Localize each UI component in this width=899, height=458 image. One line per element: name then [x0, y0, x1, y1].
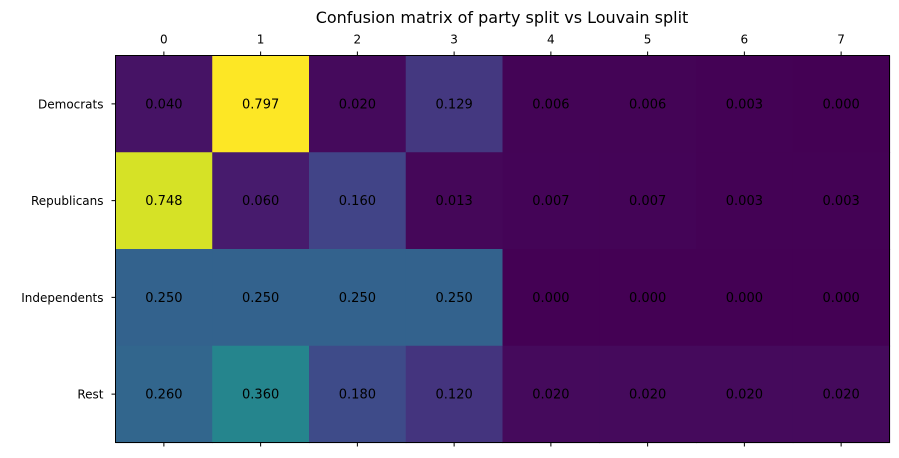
heatmap-cell — [212, 249, 310, 347]
cell-value-label: 0.007 — [532, 194, 569, 209]
x-tick-label: 3 — [450, 33, 458, 47]
heatmap-cell — [115, 345, 213, 444]
heatmap-cell — [599, 55, 697, 153]
cell-value-label: 0.013 — [436, 194, 473, 209]
cell-value-label: 0.160 — [339, 194, 376, 209]
heatmap-cell — [212, 55, 310, 153]
heatmap-cell — [502, 152, 600, 250]
cell-value-label: 0.000 — [629, 291, 666, 306]
heatmap-cell — [309, 55, 407, 153]
heatmap-cell — [115, 55, 213, 153]
cell-value-label: 0.000 — [532, 291, 569, 306]
heatmap-cell — [309, 345, 407, 444]
x-tick-label: 6 — [741, 33, 749, 47]
cell-value-label: 0.250 — [242, 291, 279, 306]
cell-value-label: 0.748 — [145, 194, 182, 209]
heatmap-cell — [309, 152, 407, 250]
heatmap-cell — [405, 55, 504, 153]
cell-value-label: 0.003 — [823, 194, 860, 209]
cell-value-label: 0.020 — [823, 388, 860, 403]
y-tick-label: Independents — [21, 291, 103, 305]
cell-value-label: 0.000 — [823, 291, 860, 306]
heatmap-cell — [792, 249, 891, 347]
heatmap-cell — [405, 249, 504, 347]
cell-value-label: 0.020 — [339, 97, 376, 112]
heatmap-cell — [502, 55, 600, 153]
cell-value-label: 0.000 — [823, 97, 860, 112]
heatmap-cell — [212, 152, 310, 250]
heatmap-cell — [405, 152, 504, 250]
cell-value-label: 0.250 — [145, 291, 182, 306]
x-tick-label: 2 — [354, 33, 362, 47]
y-tick-label: Democrats — [38, 97, 104, 111]
x-axis-ticks: 0 1 2 3 4 5 6 7 — [160, 33, 845, 447]
plot-frame — [115, 55, 890, 443]
cell-value-label: 0.020 — [726, 388, 763, 403]
cell-value-label: 0.250 — [339, 291, 376, 306]
cell-value-label: 0.250 — [436, 291, 473, 306]
heatmap-cell — [792, 152, 891, 250]
cell-value-label: 0.003 — [726, 97, 763, 112]
heatmap-cells — [115, 55, 891, 444]
x-tick-label: 0 — [160, 33, 168, 47]
heatmap-cell — [696, 345, 794, 444]
cell-value-label: 0.260 — [145, 388, 182, 403]
heatmap-cell — [792, 345, 891, 444]
cell-value-label: 0.797 — [242, 97, 279, 112]
cell-value-label: 0.020 — [629, 388, 666, 403]
cell-value-label: 0.006 — [629, 97, 666, 112]
cell-value-label: 0.003 — [726, 194, 763, 209]
heatmap-cell — [212, 345, 310, 444]
cell-value-label: 0.060 — [242, 194, 279, 209]
cell-value-label: 0.360 — [242, 388, 279, 403]
heatmap-cell — [599, 152, 697, 250]
y-axis-ticks: Democrats Republicans Independents Rest — [21, 97, 116, 402]
cell-value-label: 0.180 — [339, 388, 376, 403]
heatmap-cell — [502, 345, 600, 444]
heatmap-cell — [115, 152, 213, 250]
y-tick-label: Republicans — [31, 194, 104, 208]
heatmap-cell — [599, 345, 697, 444]
x-tick-label: 4 — [547, 33, 555, 47]
heatmap-cell — [405, 345, 504, 444]
heatmap-cell — [115, 249, 213, 347]
cell-value-label: 0.000 — [726, 291, 763, 306]
cell-value-label: 0.120 — [436, 388, 473, 403]
cell-value-label: 0.129 — [436, 97, 473, 112]
x-tick-label: 5 — [644, 33, 652, 47]
x-tick-label: 7 — [837, 33, 845, 47]
cell-value-label: 0.006 — [532, 97, 569, 112]
heatmap-cell — [792, 55, 891, 153]
heatmap-cell — [696, 249, 794, 347]
cell-value-label: 0.020 — [532, 388, 569, 403]
y-tick-label: Rest — [77, 388, 103, 402]
heatmap-cell — [696, 55, 794, 153]
cell-value-label: 0.007 — [629, 194, 666, 209]
heatmap-cell — [309, 249, 407, 347]
cell-value-label: 0.040 — [145, 97, 182, 112]
heatmap-cell — [599, 249, 697, 347]
cell-value-labels: 0.040 0.797 0.020 0.129 0.006 0.006 0.003 0.000… — [145, 97, 859, 402]
heatmap-cell — [696, 152, 794, 250]
heatmap-cell — [502, 249, 600, 347]
x-tick-label: 1 — [257, 33, 265, 47]
chart-title: Confusion matrix of party split vs Louva… — [316, 8, 689, 27]
